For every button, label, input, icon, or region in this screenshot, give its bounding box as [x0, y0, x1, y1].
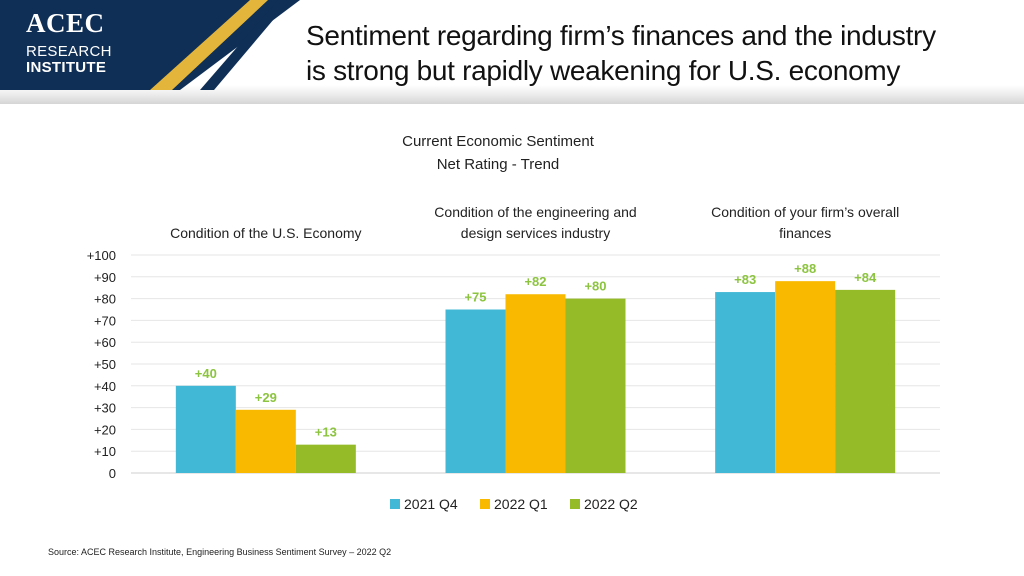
- category-label: Condition of the engineering and: [434, 204, 636, 220]
- logo-text-acec: ACEC: [26, 8, 105, 38]
- bar: [445, 309, 506, 473]
- chart-title-line-1: Current Economic Sentiment: [402, 133, 594, 150]
- category-label: Condition of your firm’s overall: [711, 204, 899, 220]
- bar: [715, 292, 776, 473]
- y-tick-label: +50: [94, 357, 116, 372]
- y-tick-label: +80: [94, 292, 116, 307]
- category-label: finances: [779, 225, 831, 241]
- bar: [775, 281, 836, 473]
- y-tick-label: +100: [87, 248, 116, 263]
- page-title-line-1: Sentiment regarding firm’s finances and …: [306, 20, 936, 51]
- logo-text-institute: INSTITUTE: [26, 59, 107, 76]
- bar: [235, 409, 296, 473]
- data-label: +84: [854, 270, 877, 285]
- y-tick-label: +20: [94, 422, 116, 437]
- y-tick-label: +40: [94, 379, 116, 394]
- logo-swoosh-accent: [200, 0, 290, 90]
- header-banner: ACEC RESEARCH INSTITUTE Sentiment regard…: [0, 0, 1024, 104]
- page-title: Sentiment regarding firm’s finances and …: [306, 18, 1022, 88]
- data-label: +80: [584, 279, 606, 294]
- y-tick-label: +10: [94, 444, 116, 459]
- logo-text-research: RESEARCH: [26, 43, 112, 60]
- bar: [295, 444, 356, 473]
- y-tick-label: +90: [94, 270, 116, 285]
- bar: [565, 298, 626, 473]
- legend-label: 2021 Q4: [404, 496, 458, 512]
- legend-label: 2022 Q2: [584, 496, 638, 512]
- chart-title-line-2: Net Rating - Trend: [436, 156, 560, 173]
- data-label: +29: [255, 390, 277, 405]
- header-graphic: [0, 0, 300, 90]
- y-tick-label: +30: [94, 401, 116, 416]
- page-title-line-2: is strong but rapidly weakening for U.S.…: [306, 55, 901, 86]
- bar: [835, 289, 896, 473]
- category-label: Condition of the U.S. Economy: [170, 225, 361, 241]
- legend-label: 2022 Q1: [494, 496, 548, 512]
- legend-swatch: [570, 499, 580, 509]
- data-label: +40: [195, 366, 217, 381]
- data-label: +13: [315, 425, 337, 440]
- bar: [175, 385, 236, 473]
- y-tick-label: 0: [109, 466, 116, 481]
- y-tick-label: +60: [94, 335, 116, 350]
- legend-swatch: [390, 499, 400, 509]
- data-label: +75: [464, 290, 486, 305]
- data-label: +83: [734, 272, 756, 287]
- data-label: +88: [794, 261, 816, 276]
- bar: [505, 294, 566, 473]
- data-label: +82: [524, 274, 546, 289]
- logo-swoosh: [150, 0, 268, 90]
- source-note: Source: ACEC Research Institute, Enginee…: [48, 547, 392, 557]
- y-tick-label: +70: [94, 313, 116, 328]
- chart-title: Current Economic Sentiment Net Rating - …: [0, 130, 996, 176]
- category-label: design services industry: [461, 225, 610, 241]
- legend-swatch: [480, 499, 490, 509]
